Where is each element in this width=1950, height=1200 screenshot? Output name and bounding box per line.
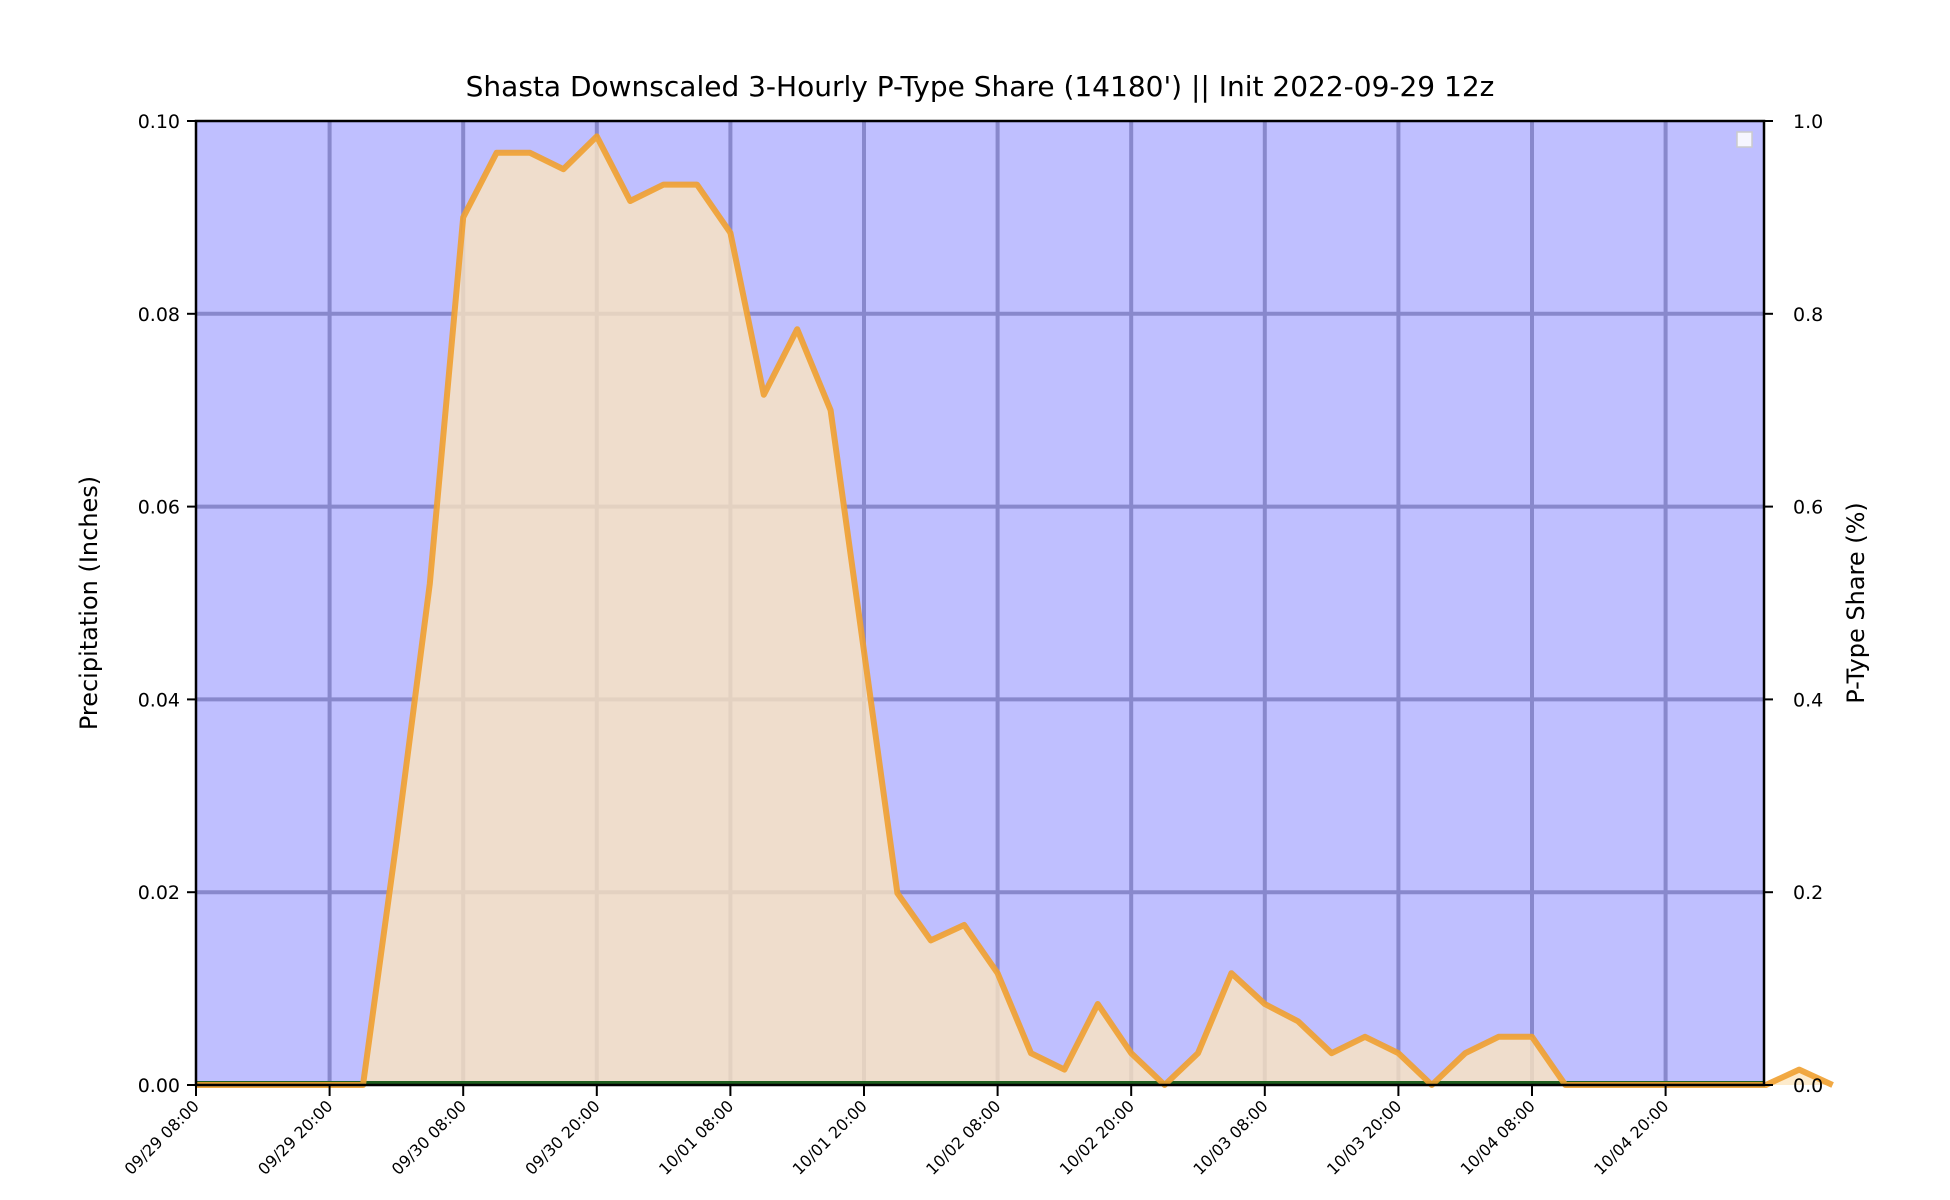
y-tick-label: 0.10 [138, 111, 180, 133]
x-axis: 09/29 08:00 09/29 20:00 09/30 08:00 09/30 2… [121, 1085, 1672, 1179]
plot-frame [194, 119, 1766, 1087]
right-y-axis: 0.0 0.2 0.4 0.6 0.8 1.0 [1764, 111, 1823, 1097]
y-tick-label: 0.08 [138, 304, 180, 326]
y2-tick-label: 0.4 [1793, 689, 1823, 711]
x-tick-label: 09/29 20:00 [254, 1096, 336, 1178]
precip-area [196, 136, 1833, 1085]
x-tick-label: 09/30 20:00 [521, 1096, 603, 1178]
left-y-axis: 0.00 0.02 0.04 0.06 0.08 0.10 [138, 111, 196, 1097]
x-tick-label: 10/02 08:00 [922, 1096, 1004, 1178]
precip-line [196, 133, 1834, 1088]
x-tick-label: 09/29 08:00 [121, 1096, 203, 1178]
x-tick-label: 10/03 20:00 [1323, 1096, 1405, 1178]
y-tick-label: 0.02 [138, 882, 180, 904]
x-tick-label: 10/03 08:00 [1189, 1096, 1271, 1178]
y-axis-label: Precipitation (Inches) [75, 476, 103, 730]
chart-title: Shasta Downscaled 3-Hourly P-Type Share … [466, 70, 1495, 103]
y2-axis-label: P-Type Share (%) [1842, 502, 1870, 704]
x-tick-label: 10/04 20:00 [1590, 1096, 1672, 1178]
y-tick-label: 0.06 [138, 497, 180, 519]
y-tick-label: 0.00 [138, 1075, 180, 1097]
legend [1736, 131, 1753, 148]
x-tick-label: 10/01 20:00 [789, 1096, 871, 1178]
y2-tick-label: 0.8 [1793, 304, 1823, 326]
y2-tick-label: 0.2 [1793, 882, 1823, 904]
x-tick-label: 09/30 08:00 [388, 1096, 470, 1178]
x-tick-label: 10/04 08:00 [1457, 1096, 1539, 1178]
x-tick-label: 10/01 08:00 [655, 1096, 737, 1178]
y-tick-label: 0.04 [138, 689, 180, 711]
y2-tick-label: 0.0 [1793, 1075, 1823, 1097]
x-tick-label: 10/02 20:00 [1056, 1096, 1138, 1178]
y2-tick-label: 1.0 [1793, 111, 1823, 133]
y2-tick-label: 0.6 [1793, 497, 1823, 519]
